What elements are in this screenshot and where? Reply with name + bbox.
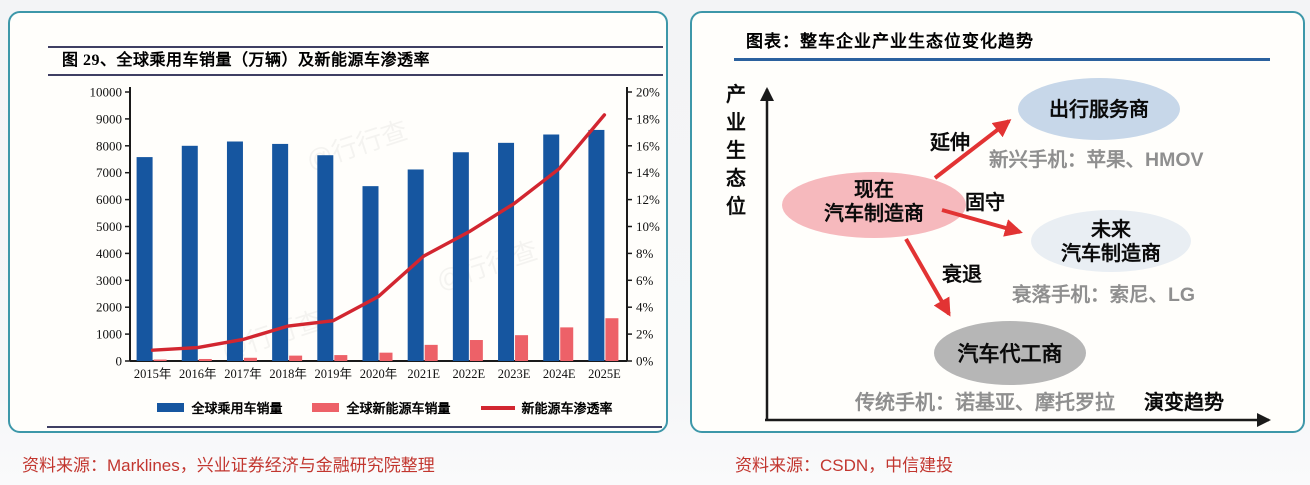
bar-passenger-2016年 — [181, 145, 198, 361]
bar-nev-2015年 — [153, 359, 167, 361]
left-figure-title: 图 29、全球乘用车销量（万辆）及新能源车渗透率 — [62, 52, 431, 69]
bar-nev-2018年 — [289, 355, 303, 361]
bar-passenger-2020年 — [362, 186, 379, 361]
node-label-future: 未来汽车制造商 — [1061, 217, 1161, 265]
bar-nev-2017年 — [243, 357, 257, 361]
right-figure-card: 产业生态位演变趋势 现在汽车制造商 出行服务商未来汽车制造商汽车代工商 延伸固守衰退 新… — [690, 11, 1305, 433]
node-label-oem: 汽车代工商 — [958, 342, 1063, 366]
chart-legend: 全球乘用车销量 全球新能源车销量 新能源车渗透率 — [120, 398, 650, 417]
bar-passenger-2017年 — [226, 141, 243, 361]
bar-passenger-2024E — [543, 134, 560, 361]
bar-nev-2022E — [469, 340, 483, 361]
bar-nev-2016年 — [198, 358, 212, 361]
y-right-label-2: 2% — [636, 327, 654, 342]
x-label-2018年: 2018年 — [269, 367, 307, 381]
x-label-2020年: 2020年 — [360, 367, 398, 381]
legend-label-0: 全球乘用车销量 — [191, 401, 283, 416]
y-right-label-4: 4% — [636, 300, 654, 315]
x-label-2021E: 2021E — [407, 367, 440, 381]
legend-label-2: 新能源车渗透率 — [521, 401, 613, 416]
left-figure-title-box: 图 29、全球乘用车销量（万辆）及新能源车渗透率 — [48, 46, 663, 76]
bar-nev-2021E — [424, 344, 438, 361]
diagram-y-axis-label: 产业生态位 — [726, 82, 746, 218]
annotation-fading: 衰落手机：索尼、LG — [1011, 283, 1195, 306]
legend-bar-swatch — [157, 403, 185, 412]
bar-passenger-2022E — [452, 152, 469, 361]
y-left-label-8000: 8000 — [96, 138, 122, 153]
y-right-label-0: 0% — [636, 354, 654, 369]
bar-nev-2023E — [515, 335, 529, 361]
left-figure-bottom-rule — [47, 426, 662, 428]
x-label-2016年: 2016年 — [179, 367, 217, 381]
bar-passenger-2019年 — [317, 155, 334, 361]
y-left-label-1000: 1000 — [96, 327, 122, 342]
x-label-2015年: 2015年 — [134, 367, 172, 381]
y-right-label-20: 20% — [636, 85, 660, 100]
annotation-legacy: 传统手机：诺基亚、摩托罗拉 — [854, 390, 1115, 414]
watermark: @行行查@行行查@行行查 — [218, 115, 542, 366]
y-right-label-18: 18% — [636, 111, 660, 126]
node-ellipse-oem — [934, 321, 1086, 385]
edge-label-hold: 固守 — [965, 190, 1005, 214]
diagram-title-underline — [734, 58, 1270, 61]
y-right-label-14: 14% — [636, 165, 660, 180]
edge-label-decline: 衰退 — [941, 262, 982, 286]
left-source-note: 资料来源：Marklines，兴业证券经济与金融研究院整理 — [22, 456, 435, 475]
y-left-label-2000: 2000 — [96, 300, 122, 315]
node-ellipse-mobility — [1018, 78, 1180, 140]
edge-decline — [904, 238, 951, 317]
y-right-label-16: 16% — [636, 138, 660, 153]
y-left-label-4000: 4000 — [96, 246, 122, 261]
x-label-2022E: 2022E — [453, 367, 486, 381]
legend-bar-swatch — [312, 403, 340, 412]
right-source-note: 资料来源：CSDN，中信建投 — [735, 456, 954, 475]
y-left-label-6000: 6000 — [96, 192, 122, 207]
legend-item-2: 新能源车渗透率 — [480, 398, 613, 417]
diagram-x-axis-label: 演变趋势 — [1144, 390, 1224, 414]
y-left-label-9000: 9000 — [96, 111, 122, 126]
annotation-emerging: 新兴手机：苹果、HMOV — [989, 148, 1204, 171]
node-ellipse-future — [1031, 210, 1191, 272]
x-label-2025E: 2025E — [588, 367, 621, 381]
x-label-2024E: 2024E — [543, 367, 576, 381]
bar-passenger-2025E — [588, 129, 605, 361]
y-left-label-10000: 10000 — [90, 85, 123, 100]
node-ellipse-current — [782, 172, 966, 238]
bar-nev-2019年 — [334, 355, 348, 361]
y-left-label-5000: 5000 — [96, 219, 122, 234]
legend-item-0: 全球乘用车销量 — [157, 398, 282, 417]
x-label-2017年: 2017年 — [224, 367, 262, 381]
edge-label-extend: 延伸 — [929, 130, 970, 154]
y-left-label-7000: 7000 — [96, 165, 122, 180]
bar-passenger-2023E — [498, 142, 515, 361]
y-right-label-6: 6% — [636, 273, 654, 288]
bar-passenger-2015年 — [136, 157, 153, 361]
bar-passenger-2018年 — [272, 143, 289, 361]
y-left-label-3000: 3000 — [96, 273, 122, 288]
node-label-mobility: 出行服务商 — [1049, 97, 1149, 121]
y-right-label-12: 12% — [636, 192, 660, 207]
left-figure-card: 图 29、全球乘用车销量（万辆）及新能源车渗透率 @行行查 @行行查 @行行查 0 10… — [8, 11, 668, 433]
edge-extend — [933, 119, 1012, 180]
node-label-current: 现在汽车制造商 — [824, 177, 924, 225]
y-right-label-8: 8% — [636, 246, 654, 261]
bar-nev-2025E — [605, 318, 619, 361]
edge-hold — [941, 208, 1023, 237]
sales-penetration-chart: @行行查@行行查@行行查 0 1000 2000 3000 4000 5000 6000 700… — [90, 85, 661, 382]
bar-nev-2020年 — [379, 352, 393, 361]
x-label-2019年: 2019年 — [315, 367, 353, 381]
y-left-label-0: 0 — [116, 354, 123, 369]
x-label-2023E: 2023E — [498, 367, 531, 381]
legend-item-1: 全球新能源车销量 — [312, 398, 451, 417]
diagram-title: 图表：整车企业产业生态位变化趋势 — [746, 32, 1034, 51]
bar-nev-2024E — [560, 327, 574, 361]
legend-line-swatch — [480, 405, 515, 410]
y-right-label-10: 10% — [636, 219, 660, 234]
penetration-line — [150, 113, 607, 352]
legend-label-1: 全球新能源车销量 — [346, 401, 451, 416]
